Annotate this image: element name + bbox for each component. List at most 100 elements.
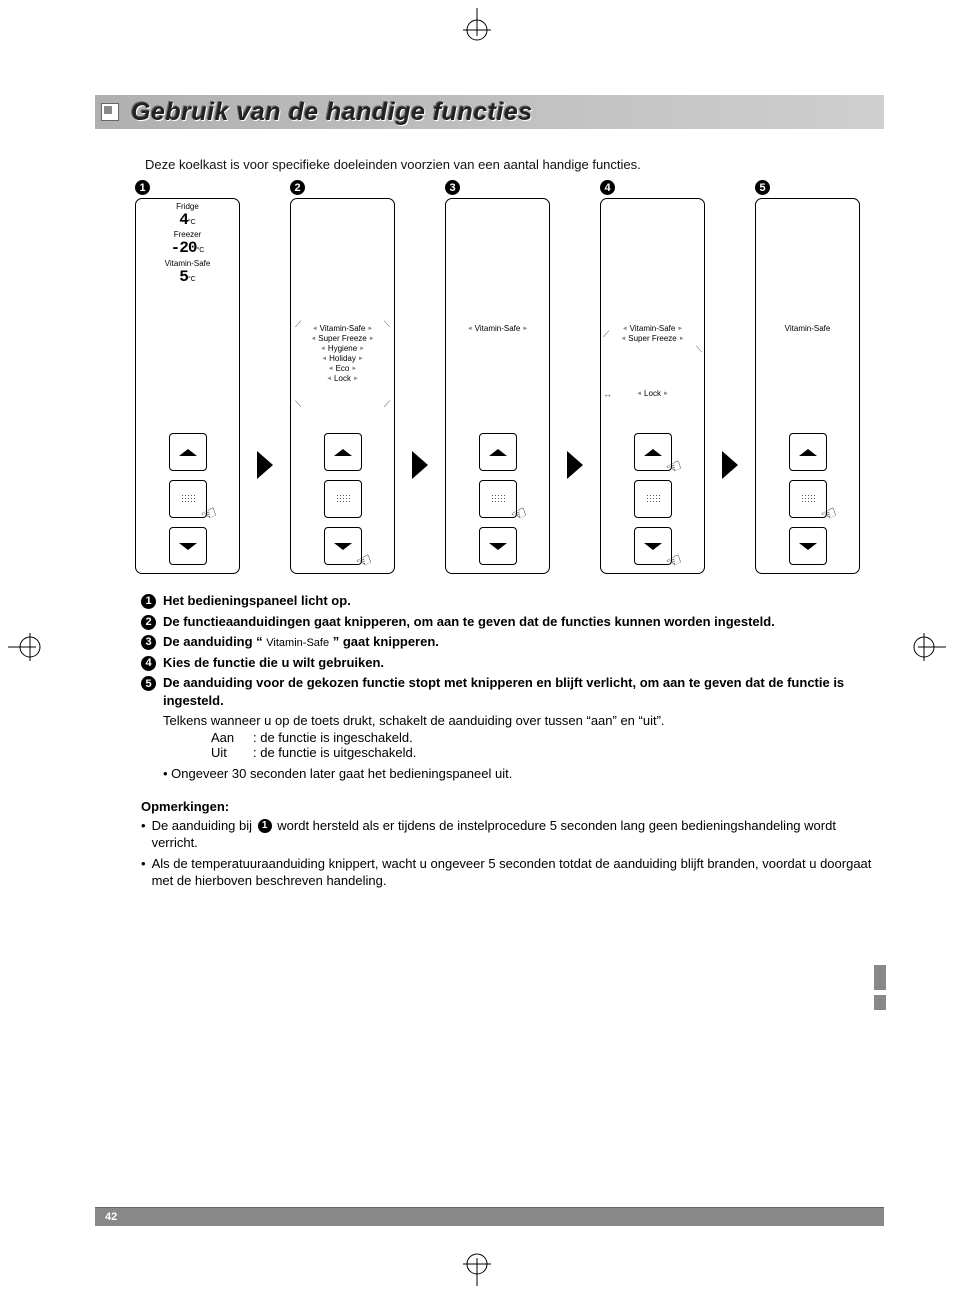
arrow-sep-4 <box>722 451 738 484</box>
freezer-value: -20 <box>171 239 197 257</box>
blink-lines-icon: ↔ <box>603 389 612 399</box>
step-3a: De aanduiding “ <box>163 634 263 649</box>
mode-button[interactable] <box>324 480 362 518</box>
down-button[interactable]: ☜ <box>634 527 672 565</box>
section-title-bar: Gebruik van de handige functies <box>95 95 884 129</box>
menu-item: Vitamin-Safe <box>475 324 521 333</box>
dots-icon <box>336 494 350 504</box>
down-button[interactable] <box>169 527 207 565</box>
arrow-sep-1 <box>257 451 273 484</box>
step-bullet: • Ongeveer 30 seconden later gaat het be… <box>163 766 884 781</box>
step-3-text: De aanduiding “ Vitamin-Safe ” gaat knip… <box>163 633 439 651</box>
menu-list-vitamin: ◄Vitamin-Safe► <box>467 324 529 333</box>
step-badge-1: 1 <box>141 594 156 609</box>
up-button[interactable] <box>169 433 207 471</box>
mode-button[interactable]: ☜ <box>789 480 827 518</box>
menu-item: Hygiene <box>328 344 357 353</box>
mode-button[interactable] <box>634 480 672 518</box>
page-footer: 42 <box>95 1207 884 1226</box>
chevron-up-icon <box>644 449 662 456</box>
def-on-key: Aan <box>211 730 253 745</box>
definition-list: Aan: de functie is ingeschakeld. Uit: de… <box>211 730 884 760</box>
note-2: • Als de temperatuuraanduiding knippert,… <box>141 855 884 890</box>
menu-item: Vitamin-Safe <box>630 324 676 333</box>
blink-lines-icon: ⟋ <box>603 329 609 340</box>
step-badge-3: 3 <box>141 635 156 650</box>
step-3b: ” gaat knipperen. <box>333 634 439 649</box>
mode-button[interactable]: ☜ <box>479 480 517 518</box>
down-button[interactable] <box>789 527 827 565</box>
step-2-text: De functieaanduidingen gaat knipperen, o… <box>163 613 775 631</box>
dots-icon <box>181 494 195 504</box>
panel-box-4: ◄Vitamin-Safe► ◄Super Freeze► ◄Lock► ⟋ ⟍… <box>600 198 705 574</box>
up-button[interactable] <box>324 433 362 471</box>
note-1b: wordt hersteld als er tijdens de instelp… <box>152 818 836 851</box>
panel-badge-3: 3 <box>445 180 460 195</box>
title-bullet-icon <box>101 103 119 121</box>
arrow-sep-3 <box>567 451 583 484</box>
crop-mark-top <box>457 8 497 48</box>
up-button[interactable]: ☜ <box>634 433 672 471</box>
blink-lines-icon: ⟍ <box>696 344 702 355</box>
intro-text: Deze koelkast is voor specifieke doelein… <box>145 157 884 172</box>
steps-list: 1 Het bedieningspaneel licht op. 2 De fu… <box>141 592 884 781</box>
panel-badge-4: 4 <box>600 180 615 195</box>
panel-box-5: Vitamin-Safe ☜ <box>755 198 860 574</box>
panel-box-2: ◄Vitamin-Safe► ◄Super Freeze► ◄Hygiene► … <box>290 198 395 574</box>
panel-4: 4 ◄Vitamin-Safe► ◄Super Freeze► ◄Lock► ⟋… <box>600 180 705 574</box>
section-title: Gebruik van de handige functies <box>131 98 533 127</box>
def-on-val: : de functie is ingeschakeld. <box>253 730 413 745</box>
menu-item: Vitamin-Safe <box>320 324 366 333</box>
freezer-unit: °C <box>196 247 204 254</box>
chevron-down-icon <box>334 543 352 550</box>
chevron-up-icon <box>489 449 507 456</box>
panel-3: 3 ◄Vitamin-Safe► ☜ <box>445 180 550 574</box>
side-tab-marker <box>874 965 886 1010</box>
menu-item: Lock <box>644 389 661 398</box>
crop-mark-bottom <box>457 1246 497 1286</box>
dots-icon <box>801 494 815 504</box>
mode-button[interactable]: ☜ <box>169 480 207 518</box>
touch-hand-icon: ☜ <box>508 502 532 528</box>
down-button[interactable] <box>479 527 517 565</box>
def-off-key: Uit <box>211 745 253 760</box>
bullet-icon: • <box>141 855 146 890</box>
chevron-up-icon <box>179 449 197 456</box>
touch-hand-icon: ☜ <box>198 502 222 528</box>
bullet-icon: • <box>141 817 146 852</box>
menu-item: Super Freeze <box>628 334 676 343</box>
page-content: Gebruik van de handige functies Deze koe… <box>95 95 884 1224</box>
panel-box-1: Fridge 4°C Freezer -20°C Vitamin-Safe 5°… <box>135 198 240 574</box>
crop-mark-right <box>906 627 946 667</box>
panel-1: 1 Fridge 4°C Freezer -20°C Vitamin-Safe … <box>135 180 240 574</box>
vitamin-unit: °C <box>188 276 196 283</box>
touch-hand-icon: ☜ <box>663 455 687 481</box>
menu-list-two: ◄Vitamin-Safe► ◄Super Freeze► <box>620 324 684 343</box>
step-5-sub: Telkens wanneer u op de toets drukt, sch… <box>163 713 884 728</box>
menu-item: Vitamin-Safe <box>785 324 831 333</box>
panel-badge-1: 1 <box>135 180 150 195</box>
step-badge-2: 2 <box>141 615 156 630</box>
menu-item: Holiday <box>329 354 356 363</box>
menu-list-final: Vitamin-Safe <box>785 324 831 333</box>
up-button[interactable] <box>479 433 517 471</box>
panel-row: 1 Fridge 4°C Freezer -20°C Vitamin-Safe … <box>135 180 884 574</box>
vitamin-safe-inline: Vitamin-Safe <box>266 637 329 649</box>
down-button[interactable]: ☜ <box>324 527 362 565</box>
def-off-val: : de functie is uitgeschakeld. <box>253 745 416 760</box>
dots-icon <box>646 494 660 504</box>
arrow-sep-2 <box>412 451 428 484</box>
panel-badge-5: 5 <box>755 180 770 195</box>
blink-lines-icon: ⟋ <box>295 319 301 330</box>
blink-lines-icon: ⟋ <box>384 399 390 410</box>
chevron-up-icon <box>334 449 352 456</box>
note-1: • De aanduiding bij 1 wordt hersteld als… <box>141 817 884 852</box>
note-inline-badge: 1 <box>258 819 272 833</box>
panel-5: 5 Vitamin-Safe ☜ <box>755 180 860 574</box>
blink-lines-icon: ⟍ <box>384 319 390 330</box>
dots-icon <box>491 494 505 504</box>
up-button[interactable] <box>789 433 827 471</box>
panel-badge-2: 2 <box>290 180 305 195</box>
step-badge-4: 4 <box>141 656 156 671</box>
menu-item: Lock <box>334 374 351 383</box>
